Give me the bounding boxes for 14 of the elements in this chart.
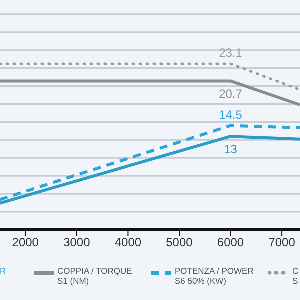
x-tick-label: 2000 [12,236,40,250]
data-label: 14.5 [219,108,243,122]
x-tick-label: 3000 [64,236,91,250]
data-label: 23.1 [219,46,243,60]
x-tick-label: 5000 [166,236,194,250]
data-label: 13 [224,142,238,157]
legend-label: COPPIA / TORQUE S1 (NM) [58,266,132,286]
legend-label: C S [292,266,299,286]
x-tick-label: 7000 [268,236,296,250]
text: R [0,266,6,276]
legend-label: POTENZA / POWER S6 50% (KW) [175,266,254,286]
x-tick-label: 4000 [114,236,142,250]
data-label: 20.7 [219,87,243,102]
x-tick-label: 6000 [217,236,244,250]
